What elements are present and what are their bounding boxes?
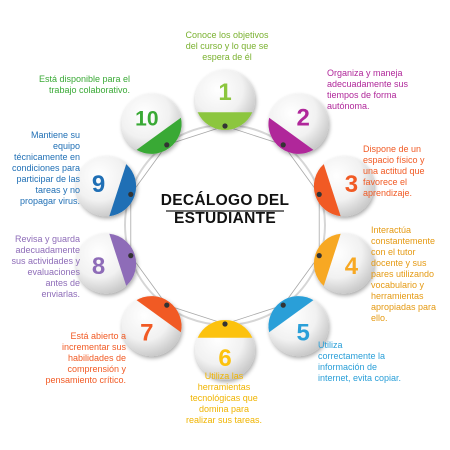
item-2: 2	[268, 93, 329, 154]
connector-dot	[280, 302, 286, 308]
item-8: 8	[76, 233, 137, 294]
connector-dot	[222, 123, 228, 129]
item-text-2: Organiza y maneja adecuadamente sus tiem…	[327, 68, 409, 111]
connector-dot	[164, 302, 170, 308]
item-number: 9	[92, 171, 105, 198]
item-color-cap	[313, 164, 341, 217]
item-color-cap	[109, 164, 137, 217]
item-text-5: Utiliza correctamente la información de …	[318, 340, 402, 383]
connector-dot	[316, 191, 322, 197]
connector-dot	[280, 142, 286, 148]
title-line-2: ESTUDIANTE	[173, 210, 277, 227]
connector-dot	[128, 253, 134, 259]
item-3: 3	[313, 156, 374, 217]
item-number: 5	[296, 320, 309, 347]
item-color-cap	[268, 117, 314, 154]
connector-dot	[316, 253, 322, 259]
connector-dot	[222, 321, 228, 327]
connector-dot	[128, 191, 134, 197]
item-text-9: Mantiene su equipo técnicamente en condi…	[11, 130, 80, 206]
item-color-cap	[136, 117, 182, 154]
item-color-cap	[109, 233, 137, 286]
item-text-3: Dispone de un espacio físico y una actit…	[363, 144, 425, 198]
item-color-cap	[268, 296, 314, 333]
item-color-cap	[313, 233, 341, 286]
item-color-cap	[197, 112, 253, 131]
item-color-cap	[136, 296, 182, 333]
item-text-6: Utiliza las herramientas tecnológicas qu…	[185, 371, 263, 425]
item-7: 7	[121, 296, 182, 357]
item-number: 6	[218, 345, 231, 372]
item-text-10: Está disponible para el trabajo colabora…	[38, 74, 130, 95]
item-text-1: Conoce los objetivos del curso y lo que …	[185, 30, 269, 62]
item-number: 4	[345, 253, 359, 280]
item-number: 10	[135, 107, 158, 130]
item-number: 2	[296, 104, 309, 131]
item-number: 1	[218, 79, 231, 106]
item-4: 4	[313, 233, 374, 294]
item-text-4: Interactúa constantemente con el tutor d…	[371, 225, 437, 323]
item-number: 7	[140, 320, 153, 347]
item-5: 5	[268, 296, 329, 357]
item-color-cap	[197, 320, 253, 338]
connector-dot	[164, 142, 170, 148]
item-number: 3	[345, 171, 358, 198]
item-10: 10	[121, 93, 182, 154]
numbered-circles: 1 2 3 4 5 6 7 8 9 10	[76, 70, 374, 380]
item-number: 8	[92, 253, 105, 280]
title-line-1: DECÁLOGO DEL	[160, 192, 290, 209]
item-1: 1	[195, 70, 255, 131]
item-text-8: Revisa y guarda adecuadamente sus activi…	[11, 234, 80, 299]
item-text-7: Está abierto a incrementar sus habilidad…	[45, 331, 126, 385]
item-9: 9	[76, 156, 137, 217]
page-title: DECÁLOGO DEL ESTUDIANTE	[150, 192, 300, 228]
item-6: 6	[195, 320, 255, 380]
